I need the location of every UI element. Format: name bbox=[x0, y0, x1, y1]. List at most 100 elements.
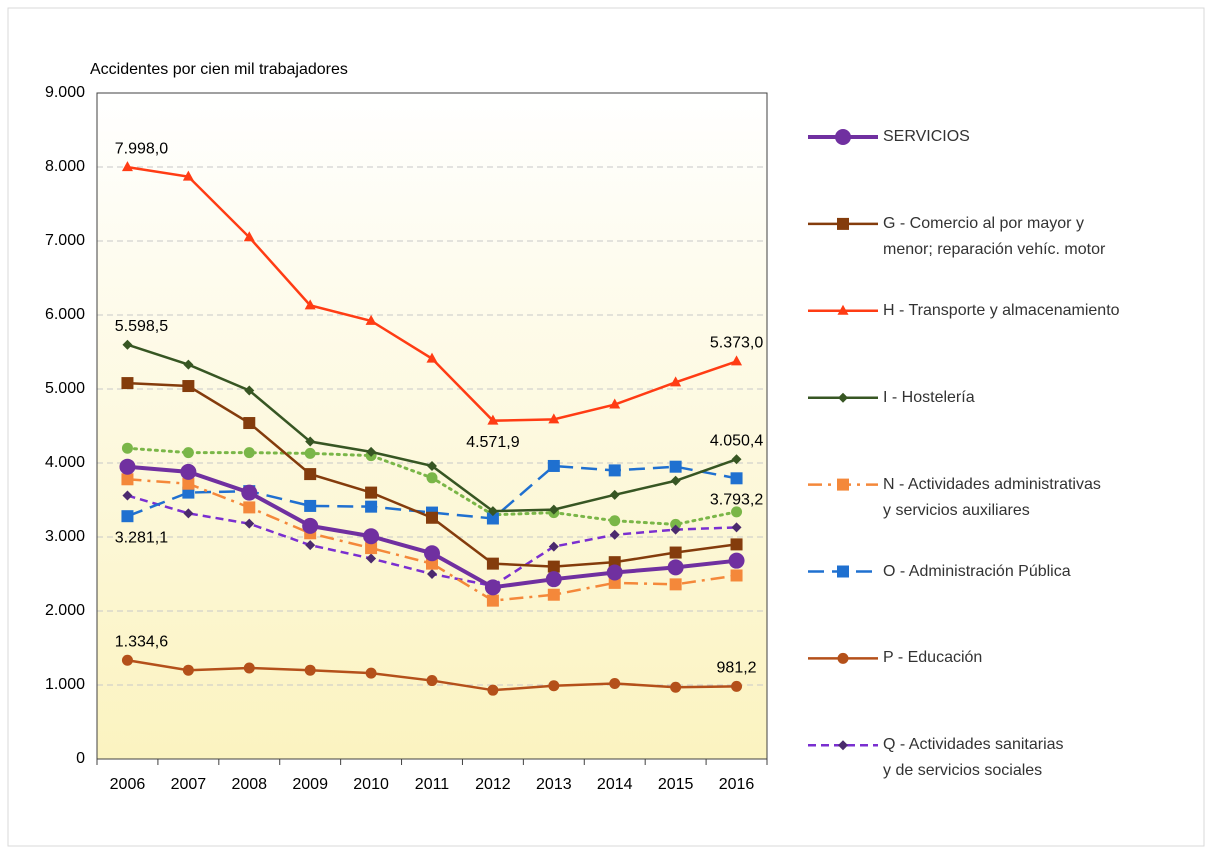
point bbox=[244, 518, 255, 529]
data-label: 7.998,0 bbox=[115, 140, 168, 157]
y-tick-label: 8.000 bbox=[45, 158, 85, 175]
legend-marker bbox=[837, 478, 849, 491]
point bbox=[426, 472, 438, 484]
point bbox=[609, 398, 621, 409]
point bbox=[304, 447, 316, 459]
x-tick-label: 2015 bbox=[658, 776, 694, 793]
y-tick-label: 6.000 bbox=[45, 306, 85, 323]
point bbox=[669, 546, 682, 559]
y-tick-label: 4.000 bbox=[45, 454, 85, 471]
point bbox=[122, 339, 133, 350]
point bbox=[366, 553, 377, 564]
point bbox=[484, 579, 501, 596]
point bbox=[426, 675, 438, 687]
point bbox=[427, 460, 437, 471]
point bbox=[731, 506, 743, 518]
point bbox=[182, 380, 195, 393]
x-tick-label: 2014 bbox=[597, 776, 633, 793]
point bbox=[305, 436, 316, 447]
point bbox=[365, 500, 378, 513]
point bbox=[243, 662, 255, 674]
point bbox=[244, 385, 255, 396]
point bbox=[182, 170, 194, 181]
x-tick-label: 2007 bbox=[171, 776, 207, 793]
y-tick-label: 7.000 bbox=[45, 232, 85, 249]
point bbox=[365, 314, 377, 325]
point bbox=[545, 571, 562, 588]
point bbox=[183, 508, 194, 519]
point bbox=[487, 684, 499, 696]
x-tick-label: 2012 bbox=[475, 776, 511, 793]
point bbox=[304, 499, 317, 512]
legend-marker bbox=[838, 740, 848, 751]
point bbox=[486, 594, 499, 607]
point bbox=[365, 667, 377, 679]
series-line bbox=[127, 464, 737, 520]
legend-marker bbox=[837, 565, 849, 578]
point bbox=[609, 529, 620, 540]
point bbox=[121, 377, 134, 390]
data-label: 4.571,9 bbox=[466, 434, 519, 451]
point bbox=[548, 541, 559, 552]
legend-label: G - Comercio al por mayor y menor; repar… bbox=[883, 214, 1106, 258]
x-tick-label: 2011 bbox=[415, 776, 450, 793]
point bbox=[670, 524, 681, 535]
x-tick-label: 2008 bbox=[231, 776, 267, 793]
data-label: 5.598,5 bbox=[115, 318, 168, 335]
y-tick-label: 2.000 bbox=[45, 602, 85, 619]
point bbox=[243, 447, 255, 459]
point bbox=[304, 664, 316, 676]
point bbox=[424, 545, 440, 562]
point bbox=[670, 681, 682, 693]
point bbox=[119, 458, 136, 475]
legend-marker bbox=[838, 392, 848, 403]
point bbox=[182, 664, 194, 676]
point bbox=[486, 512, 499, 525]
point bbox=[365, 486, 378, 499]
legend-marker bbox=[837, 304, 849, 315]
data-label: 981,2 bbox=[717, 660, 757, 677]
point bbox=[183, 359, 194, 370]
point bbox=[547, 560, 560, 573]
point bbox=[667, 559, 684, 576]
point bbox=[730, 472, 743, 485]
point bbox=[670, 376, 682, 387]
point bbox=[731, 454, 742, 465]
point bbox=[243, 501, 256, 514]
point bbox=[304, 468, 317, 481]
legend-label: P - Educación bbox=[883, 649, 983, 667]
y-axis-label: Accidentes por cien mil trabajadores bbox=[90, 61, 348, 78]
x-tick-label: 2009 bbox=[292, 776, 328, 793]
point bbox=[121, 654, 133, 666]
point bbox=[728, 552, 745, 569]
point bbox=[548, 413, 560, 424]
point bbox=[363, 528, 380, 545]
series-line bbox=[127, 478, 737, 602]
legend-label: I - Hostelería bbox=[883, 388, 975, 406]
point bbox=[304, 299, 316, 310]
point bbox=[670, 518, 682, 530]
x-tick-label: 2016 bbox=[719, 776, 755, 793]
point bbox=[427, 569, 437, 579]
y-tick-label: 1.000 bbox=[45, 676, 85, 693]
point bbox=[121, 473, 134, 486]
point bbox=[121, 161, 133, 172]
point bbox=[302, 517, 319, 534]
point bbox=[548, 504, 559, 515]
data-label: 4.050,4 bbox=[710, 432, 763, 449]
legend-label: H - Transporte y almacenamiento bbox=[883, 301, 1120, 319]
point bbox=[731, 680, 743, 692]
x-tick-label: 2013 bbox=[536, 776, 572, 793]
y-tick-label: 5.000 bbox=[45, 380, 85, 397]
y-tick-label: 0 bbox=[76, 750, 85, 767]
point bbox=[608, 464, 621, 477]
point bbox=[365, 542, 378, 555]
point bbox=[547, 459, 560, 472]
point bbox=[731, 355, 743, 366]
x-tick-label: 2006 bbox=[110, 776, 146, 793]
point bbox=[670, 475, 681, 486]
data-label: 1.334,6 bbox=[115, 633, 168, 650]
data-label: 5.373,0 bbox=[710, 335, 763, 352]
x-tick-label: 2010 bbox=[353, 776, 389, 793]
